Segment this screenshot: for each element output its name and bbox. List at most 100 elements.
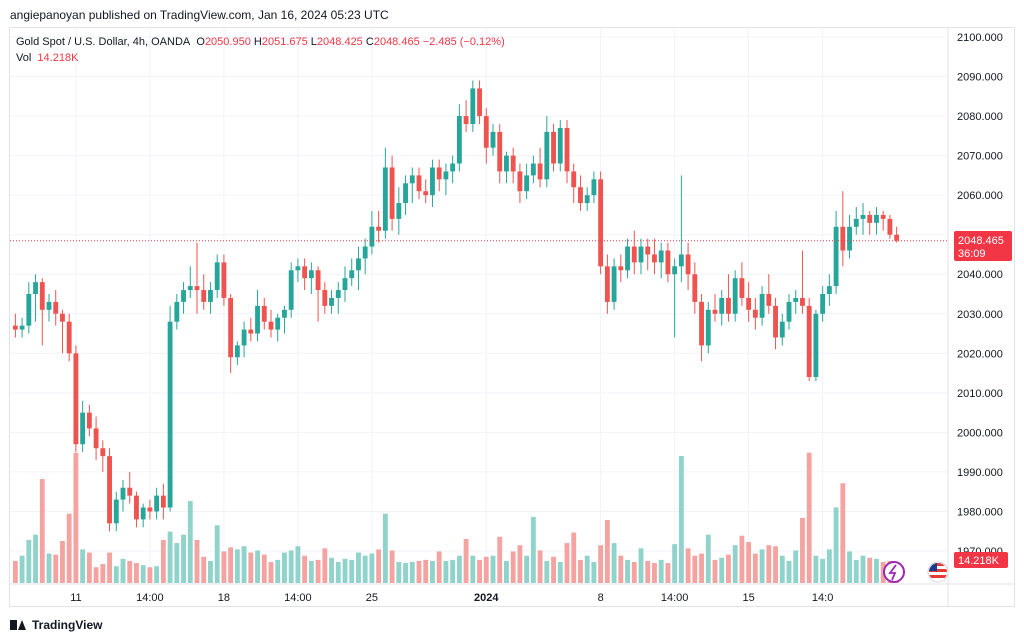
candle bbox=[201, 274, 207, 310]
candle-body bbox=[638, 246, 644, 263]
candle-body bbox=[107, 456, 112, 524]
volume-bar bbox=[100, 564, 106, 583]
volume-bar bbox=[705, 534, 711, 583]
candle bbox=[430, 159, 435, 208]
candle bbox=[645, 238, 651, 271]
candle bbox=[712, 294, 718, 322]
candle bbox=[167, 305, 173, 512]
candle bbox=[752, 297, 758, 330]
candle-body bbox=[416, 175, 422, 192]
volume-bar bbox=[530, 516, 536, 583]
volume-bar bbox=[369, 553, 375, 583]
volume-bar bbox=[120, 558, 126, 583]
volume-bar bbox=[409, 562, 415, 583]
candle bbox=[33, 274, 38, 322]
volume-bar bbox=[160, 539, 166, 583]
candle bbox=[591, 171, 597, 204]
volume-bar bbox=[712, 559, 718, 583]
candle-body bbox=[120, 487, 126, 500]
footer[interactable]: TradingView bbox=[10, 618, 102, 632]
candle bbox=[187, 266, 193, 298]
volume-bar bbox=[107, 552, 112, 583]
us-flag-icon[interactable] bbox=[927, 561, 949, 583]
x-tick-label: 18 bbox=[218, 592, 230, 604]
candle-body bbox=[66, 321, 72, 354]
volume-bar bbox=[308, 560, 314, 583]
candle-body bbox=[436, 167, 442, 180]
x-tick-label: 2024 bbox=[474, 592, 499, 604]
candle-body bbox=[241, 329, 247, 346]
volume-bar bbox=[692, 555, 698, 583]
candle bbox=[470, 80, 476, 132]
volume-bar bbox=[295, 546, 301, 583]
candle-body bbox=[658, 250, 664, 263]
candle bbox=[685, 242, 691, 291]
candle-body bbox=[214, 262, 220, 291]
candle-body bbox=[456, 116, 462, 164]
candle bbox=[530, 155, 536, 184]
volume-bar bbox=[46, 553, 52, 583]
candle-body bbox=[847, 226, 852, 251]
candle-body bbox=[430, 167, 435, 196]
volume-bars bbox=[12, 452, 900, 583]
candle-body bbox=[322, 290, 328, 306]
volume-bar bbox=[430, 560, 435, 583]
candle-body bbox=[685, 254, 691, 275]
volume-bar bbox=[483, 556, 489, 583]
candle-body bbox=[793, 297, 799, 302]
candle-body bbox=[813, 313, 819, 378]
clock-purple-icon[interactable] bbox=[883, 561, 905, 583]
y-tick-label: 2080.000 bbox=[957, 111, 1003, 123]
candle-body bbox=[826, 286, 832, 294]
volume-bar bbox=[241, 546, 247, 583]
volume-bar bbox=[631, 562, 637, 583]
candle-body bbox=[746, 297, 752, 310]
volume-bar bbox=[214, 525, 220, 583]
x-tick-label: 8 bbox=[598, 592, 604, 604]
candle-body bbox=[409, 175, 415, 184]
volume-bar bbox=[60, 541, 65, 583]
candle-body bbox=[423, 191, 429, 196]
candle-body bbox=[187, 286, 193, 291]
candle bbox=[295, 258, 301, 283]
candle bbox=[504, 151, 509, 184]
candle bbox=[692, 262, 698, 314]
volume-bar bbox=[208, 560, 213, 583]
candle bbox=[759, 286, 765, 326]
candle bbox=[463, 100, 469, 132]
candle-body bbox=[584, 195, 590, 204]
volume-bar bbox=[571, 532, 577, 583]
candle bbox=[369, 210, 375, 255]
volume-bar bbox=[847, 551, 852, 583]
volume-bar bbox=[557, 562, 563, 583]
candle-body bbox=[497, 131, 503, 172]
candle bbox=[208, 282, 213, 314]
candle-body bbox=[174, 301, 180, 322]
volume-bar bbox=[127, 560, 133, 583]
candle bbox=[349, 258, 355, 287]
candle bbox=[631, 230, 637, 275]
price-axis[interactable]: 2100.000 2090.000 2080.000 2070.000 2060.000… bbox=[957, 32, 1003, 558]
candle bbox=[329, 290, 334, 314]
volume-bar bbox=[147, 567, 153, 583]
time-axis[interactable]: 11 14:00 18 14:00 25 2024 8 14:00 15 14:0 bbox=[70, 592, 833, 604]
candle-body bbox=[39, 282, 45, 310]
candle-body bbox=[894, 234, 900, 241]
volume-bar bbox=[80, 549, 86, 583]
candle bbox=[73, 345, 79, 453]
candle-body bbox=[544, 131, 550, 180]
candle-body bbox=[853, 218, 859, 227]
volume-bar bbox=[463, 538, 469, 583]
candle-body bbox=[510, 155, 516, 172]
candle bbox=[39, 278, 45, 346]
candle-body bbox=[362, 246, 368, 259]
legend-h-label: H bbox=[253, 36, 262, 48]
candle bbox=[477, 80, 482, 124]
candle-body bbox=[288, 270, 294, 310]
candle bbox=[228, 294, 234, 374]
candle-body bbox=[33, 282, 38, 294]
x-tick-label: 25 bbox=[366, 592, 378, 604]
candle-body bbox=[699, 301, 704, 346]
candle-body bbox=[625, 246, 630, 271]
